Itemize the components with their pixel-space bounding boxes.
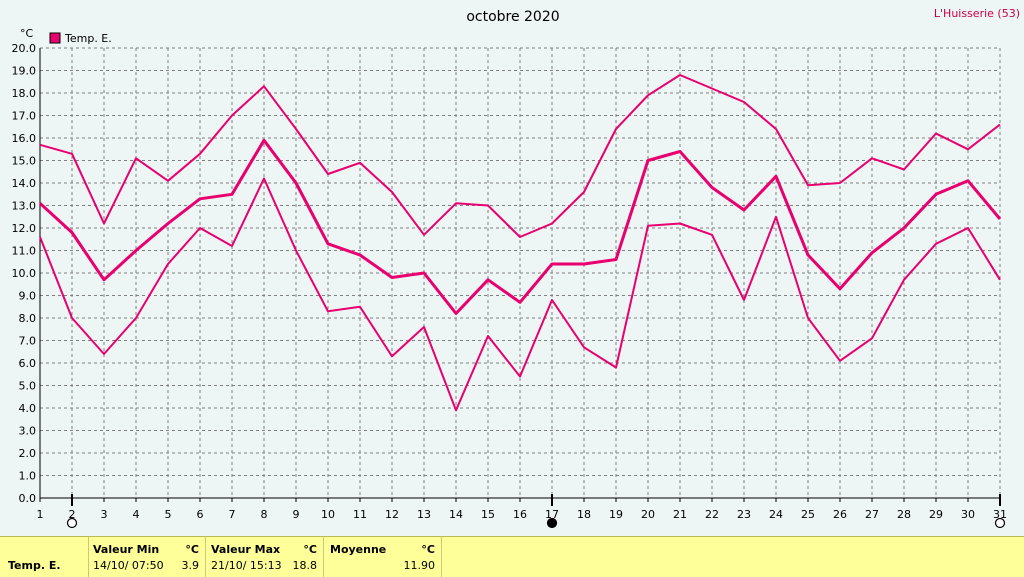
x-tick-label: 21 [673, 508, 687, 521]
x-tick-label: 9 [293, 508, 300, 521]
y-tick-label: 14.0 [12, 177, 37, 190]
x-tick-label: 28 [897, 508, 911, 521]
station-name: L'Huisserie (53) [934, 7, 1020, 20]
min-date: 14/10/ 07:50 [93, 559, 164, 572]
full-moon-marker [546, 517, 558, 529]
x-tick-label: 1 [37, 508, 44, 521]
y-tick-label: 18.0 [12, 87, 37, 100]
x-tick-label: 23 [737, 508, 751, 521]
y-tick-label: 16.0 [12, 132, 37, 145]
y-tick-label: 2.0 [19, 447, 37, 460]
x-tick-label: 30 [961, 508, 975, 521]
stats-series-label: Temp. E. [8, 559, 61, 572]
y-tick-label: 20.0 [12, 42, 37, 55]
y-tick-label: 0.0 [19, 492, 37, 505]
legend-label: Temp. E. [64, 32, 112, 45]
min-cell: Valeur Min °C 14/10/ 07:50 3.9 [88, 537, 206, 577]
stats-label-cell: Temp. E. [0, 537, 89, 577]
y-tick-label: 6.0 [19, 357, 37, 370]
max-unit: °C [303, 543, 317, 556]
series-max-line [39, 74, 1001, 238]
series-min-line [39, 177, 1001, 412]
legend-swatch [49, 32, 61, 44]
max-value: 18.8 [292, 559, 318, 572]
x-tick-label: 2 [69, 508, 76, 521]
x-tick-label: 12 [385, 508, 399, 521]
x-tick-label: 6 [197, 508, 204, 521]
grid [39, 47, 1001, 499]
chart-title: octobre 2020 [466, 9, 559, 25]
axes: 0.01.02.03.04.05.06.07.08.09.010.011.012… [12, 42, 1008, 521]
x-tick-label: 5 [165, 508, 172, 521]
stats-footer: Temp. E. Valeur Min °C 14/10/ 07:50 3.9 … [0, 536, 1024, 577]
y-tick-label: 8.0 [19, 312, 37, 325]
y-tick-label: 3.0 [19, 425, 37, 438]
new-moon-marker [994, 517, 1006, 529]
x-tick-label: 16 [513, 508, 527, 521]
x-tick-label: 25 [801, 508, 815, 521]
x-tick-label: 11 [353, 508, 367, 521]
y-tick-label: 12.0 [12, 222, 37, 235]
y-tick-label: 1.0 [19, 470, 37, 483]
x-tick-label: 10 [321, 508, 335, 521]
x-tick-label: 19 [609, 508, 623, 521]
x-tick-label: 18 [577, 508, 591, 521]
max-title: Valeur Max [211, 543, 281, 556]
x-tick-label: 22 [705, 508, 719, 521]
x-tick-label: 14 [449, 508, 463, 521]
y-tick-label: 10.0 [12, 267, 37, 280]
y-tick-label: 17.0 [12, 110, 37, 123]
x-tick-label: 20 [641, 508, 655, 521]
x-tick-label: 4 [133, 508, 140, 521]
x-tick-label: 3 [101, 508, 108, 521]
chart: octobre 2020 L'Huisserie (53) °C Temp. E… [12, 7, 1020, 529]
y-tick-label: 9.0 [19, 290, 37, 303]
x-tick-label: 13 [417, 508, 431, 521]
avg-value: 11.90 [403, 559, 436, 572]
x-tick-label: 7 [229, 508, 236, 521]
min-unit: °C [185, 543, 199, 556]
y-tick-label: 4.0 [19, 402, 37, 415]
x-tick-label: 29 [929, 508, 943, 521]
y-tick-label: 15.0 [12, 155, 37, 168]
min-title: Valeur Min [93, 543, 160, 556]
avg-unit: °C [421, 543, 435, 556]
x-tick-label: 8 [261, 508, 268, 521]
max-date: 21/10/ 15:13 [211, 559, 282, 572]
min-value: 3.9 [181, 559, 200, 572]
x-tick-label: 17 [545, 508, 559, 521]
y-tick-label: 13.0 [12, 200, 37, 213]
series-group [38, 74, 1002, 412]
avg-cell: Moyenne °C 11.90 [324, 537, 442, 577]
y-tick-label: 11.0 [12, 245, 37, 258]
y-tick-label: 7.0 [19, 335, 37, 348]
new-moon-marker [66, 517, 78, 529]
x-tick-label: 15 [481, 508, 495, 521]
x-tick-label: 24 [769, 508, 783, 521]
x-tick-label: 26 [833, 508, 847, 521]
y-tick-label: 19.0 [12, 65, 37, 78]
day-markers [66, 494, 1006, 529]
x-tick-label: 31 [993, 508, 1007, 521]
y-tick-label: 5.0 [19, 380, 37, 393]
avg-title: Moyenne [330, 543, 387, 556]
y-axis-unit: °C [20, 27, 34, 40]
x-tick-label: 27 [865, 508, 879, 521]
series-mean-line [38, 138, 1002, 315]
max-cell: Valeur Max °C 21/10/ 15:13 18.8 [206, 537, 324, 577]
